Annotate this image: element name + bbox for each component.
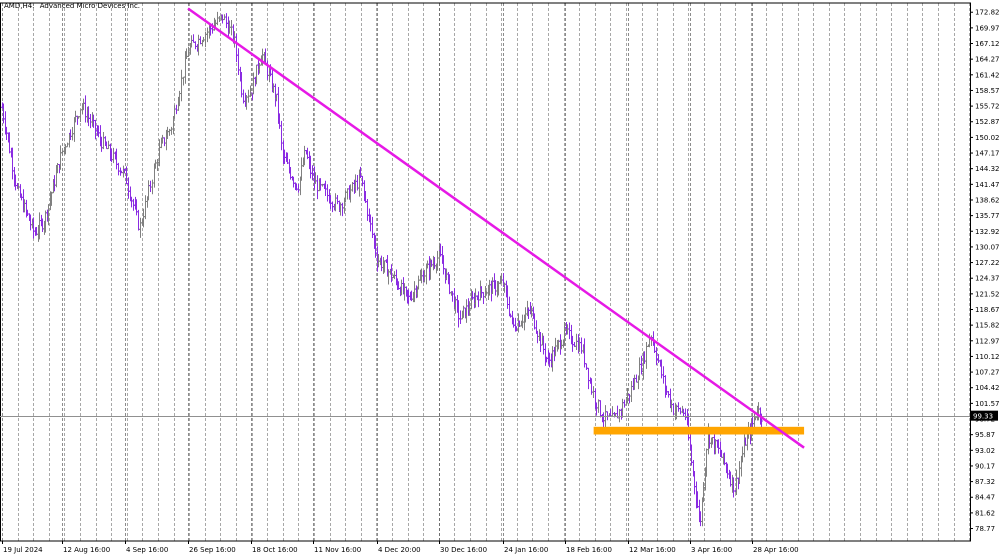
price-tick-label: 84.47 bbox=[975, 494, 995, 502]
price-tick-label: 138.62 bbox=[975, 196, 1000, 204]
price-tick-label: 150.02 bbox=[975, 134, 1000, 142]
price-tick-label: 130.07 bbox=[975, 243, 1000, 251]
date-tick-label: 12 Aug 16:00 bbox=[63, 546, 110, 554]
price-tick-label: 135.77 bbox=[975, 212, 1000, 220]
price-tick-label: 141.47 bbox=[975, 181, 1000, 189]
price-tick-label: 161.42 bbox=[975, 71, 1000, 79]
price-tick-label: 115.82 bbox=[975, 322, 1000, 330]
date-tick-label: 30 Dec 16:00 bbox=[440, 546, 487, 554]
price-tick-label: 158.57 bbox=[975, 87, 1000, 95]
price-tick-label: 112.97 bbox=[975, 337, 1000, 345]
price-tick-label: 144.32 bbox=[975, 165, 1000, 173]
price-tick-label: 155.72 bbox=[975, 103, 1000, 111]
price-tick-label: 95.87 bbox=[975, 431, 995, 439]
price-tick-label: 78.77 bbox=[975, 525, 995, 533]
date-tick-label: 18 Oct 16:00 bbox=[252, 546, 298, 554]
price-tick-label: 101.57 bbox=[975, 400, 1000, 408]
date-tick-label: 26 Sep 16:00 bbox=[189, 546, 236, 554]
date-tick-label: 4 Sep 16:00 bbox=[126, 546, 168, 554]
price-tick-label: 124.37 bbox=[975, 275, 1000, 283]
current-price-box bbox=[971, 410, 998, 421]
price-tick-label: 169.97 bbox=[975, 24, 1000, 32]
price-tick-label: 118.67 bbox=[975, 306, 1000, 314]
date-tick-label: 4 Dec 20:00 bbox=[378, 546, 421, 554]
price-tick-label: 164.27 bbox=[975, 56, 1000, 64]
price-tick-label: 147.17 bbox=[975, 150, 1000, 158]
price-tick-label: 81.62 bbox=[975, 509, 995, 517]
price-tick-label: 104.42 bbox=[975, 384, 1000, 392]
price-tick-label: 132.92 bbox=[975, 228, 1000, 236]
date-tick-label: 28 Apr 16:00 bbox=[753, 546, 799, 554]
price-tick-label: 110.12 bbox=[975, 353, 1000, 361]
price-tick-label: 87.32 bbox=[975, 478, 995, 486]
date-tick-label: 19 Jul 2024 bbox=[3, 546, 43, 554]
price-tick-label: 90.17 bbox=[975, 462, 995, 470]
date-tick-label: 12 Mar 16:00 bbox=[629, 546, 676, 554]
price-tick-label: 121.52 bbox=[975, 290, 1000, 298]
date-tick-label: 3 Apr 16:00 bbox=[691, 546, 732, 554]
date-tick-label: 11 Nov 16:00 bbox=[314, 546, 361, 554]
date-tick-label: 24 Jan 16:00 bbox=[504, 546, 548, 554]
price-tick-label: 167.12 bbox=[975, 40, 1000, 48]
price-tick-label: 127.22 bbox=[975, 259, 1000, 267]
price-tick-label: 172.82 bbox=[975, 9, 1000, 17]
instrument-name: Advanced Micro Devices Inc. bbox=[39, 2, 141, 10]
price-tick-label: 107.27 bbox=[975, 369, 1000, 377]
symbol-label: AMD,H4: bbox=[4, 2, 35, 10]
chart-title: AMD,H4: Advanced Micro Devices Inc. bbox=[4, 2, 140, 10]
resistance-trendline bbox=[187, 7, 805, 449]
date-tick-label: 18 Feb 16:00 bbox=[566, 546, 612, 554]
current-price-label: 99.33 bbox=[973, 413, 993, 421]
support-zone bbox=[593, 426, 805, 435]
plot-frame bbox=[0, 2, 971, 542]
price-tick-label: 93.02 bbox=[975, 447, 995, 455]
price-tick-label: 152.87 bbox=[975, 118, 1000, 126]
